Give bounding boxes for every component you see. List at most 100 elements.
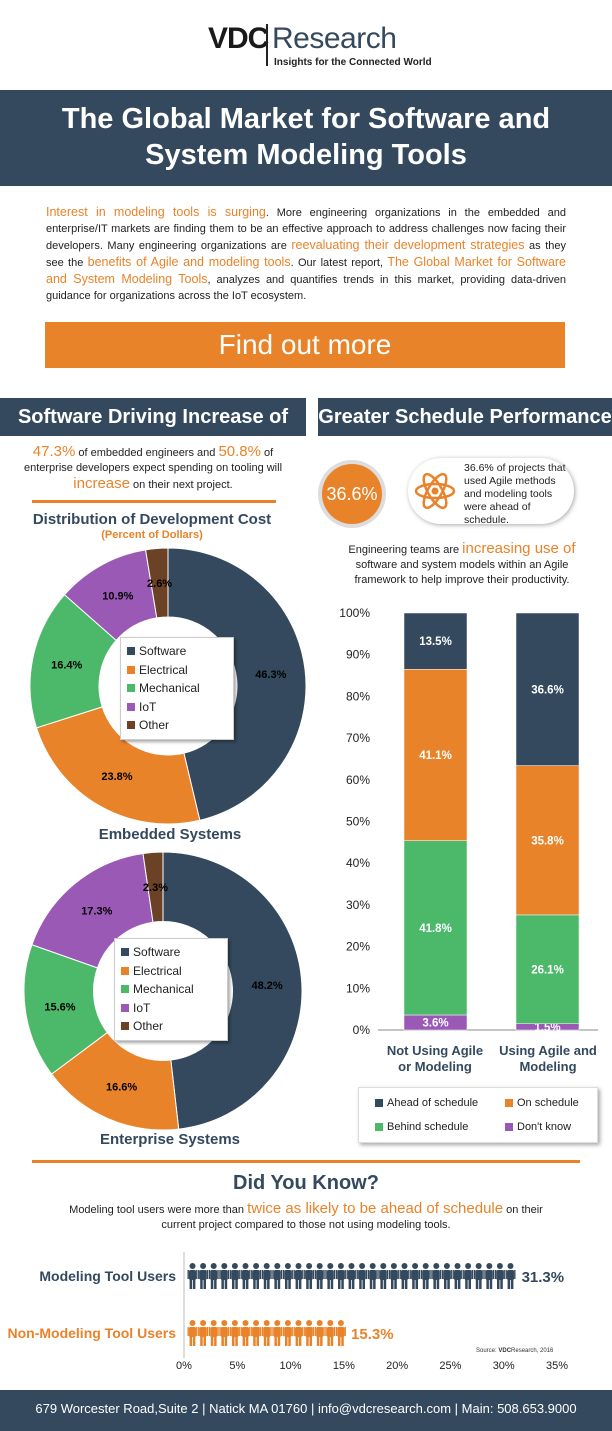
person-icon-arm [291, 1270, 293, 1279]
eng-text-2: software and system models within an Agi… [354, 559, 570, 586]
source-brand: VDC [498, 1348, 512, 1354]
y-tick-label: 100% [339, 606, 370, 620]
person-icon-head [507, 1263, 514, 1269]
person-icon-leg [422, 1279, 426, 1289]
x-tick-label: 10% [280, 1360, 302, 1372]
person-icon-leg [203, 1279, 206, 1289]
person-icon-body [475, 1270, 483, 1280]
pictogram-value-label: 31.3% [522, 1269, 565, 1286]
person-icon-body [358, 1270, 366, 1280]
person-icon-arm [441, 1270, 444, 1279]
person-icon-body [337, 1327, 345, 1337]
embedded-legend-electrical: Electrical [127, 661, 227, 680]
title-band: The Global Market for Software and Syste… [0, 90, 612, 186]
logo-tagline: Insights for the Connected World [274, 57, 432, 68]
person-icon-head [284, 1263, 291, 1269]
person-icon-arm [452, 1270, 454, 1279]
person-icon-head [369, 1263, 376, 1269]
person-icon-leg [320, 1336, 323, 1346]
bar-category-using-line1: Using Agile and [499, 1043, 597, 1058]
person-icon-leg [327, 1336, 330, 1346]
person-icon-arm [261, 1327, 264, 1336]
person-icon-arm [397, 1270, 399, 1279]
agile-stat-circle: 36.6% [322, 464, 382, 524]
embedded-donut-legend: Software Electrical Mechanical IoT Other [120, 637, 234, 740]
embedded-legend-software: Software [127, 642, 227, 661]
person-icon-body [326, 1270, 334, 1280]
person-icon-body [231, 1327, 239, 1337]
person-icon-body [189, 1270, 196, 1280]
person-icon-leg [298, 1336, 302, 1346]
person-icon-arm [196, 1327, 198, 1336]
y-tick-label: 90% [346, 648, 370, 662]
stat-enterprise-pct: 50.8% [218, 443, 261, 460]
did-you-know-title: Did You Know? [233, 1172, 379, 1194]
person-icon-body [443, 1270, 451, 1280]
person-icon-arm [505, 1270, 507, 1279]
person-icon-head [327, 1263, 334, 1269]
y-tick-label: 10% [346, 981, 370, 995]
intro-report-link[interactable]: The Global Market for Software and Syste… [46, 255, 567, 286]
embedded-slice-label-iot: 10.9% [102, 590, 133, 602]
bar-segment-ahead-of-schedule [403, 612, 468, 670]
person-icon-body [369, 1270, 377, 1280]
person-icon-leg [394, 1279, 397, 1289]
person-icon-head [359, 1263, 366, 1269]
embedded-slice-label-electrical: 23.8% [101, 771, 132, 783]
person-icon-body [284, 1327, 292, 1337]
person-icon-arm [323, 1327, 325, 1336]
embedded-chart-title: Embedded Systems [98, 826, 242, 843]
person-icon-body [273, 1327, 281, 1337]
enterprise-legend-electrical: Electrical [121, 962, 221, 981]
person-icon-leg [221, 1336, 224, 1346]
person-icon-arm [492, 1270, 495, 1279]
pictogram-value-label: 15.3% [351, 1326, 394, 1343]
person-icon-head [284, 1320, 291, 1326]
legend-label: Don't know [517, 1121, 572, 1133]
person-icon-leg [383, 1279, 387, 1289]
eng-highlight: increasing use of [462, 540, 576, 557]
person-icon-body [379, 1270, 387, 1280]
person-icon-body [390, 1270, 398, 1280]
intro-text-1: . More engineering organizations in the … [46, 207, 566, 252]
person-icon-arm [388, 1270, 391, 1279]
person-icon-leg [263, 1336, 267, 1346]
legend-label: Software [133, 945, 181, 960]
bar-segment-on-schedule [515, 765, 580, 916]
legend-label: IoT [133, 1000, 151, 1015]
bar-segment-label-behind-schedule: 26.1% [531, 964, 564, 976]
person-icon-leg [309, 1279, 312, 1289]
person-icon-arm [187, 1327, 189, 1336]
x-tick-label: 20% [386, 1360, 408, 1372]
person-icon-arm [378, 1270, 380, 1279]
person-icon-head [274, 1320, 281, 1326]
person-icon-arm [333, 1270, 336, 1279]
bar-segment-behind-schedule [515, 914, 580, 1024]
legend-swatch [375, 1123, 383, 1131]
person-icon-body [316, 1270, 324, 1280]
person-icon-arm [198, 1327, 200, 1336]
legend-label: Behind schedule [387, 1121, 469, 1133]
person-icon-arm [312, 1270, 315, 1279]
person-icon-leg [192, 1336, 196, 1346]
person-icon-arm [484, 1270, 486, 1279]
person-icon-arm [399, 1270, 401, 1279]
intro-highlight-1: Interest in modeling tools is surging [46, 205, 266, 219]
legend-swatch [121, 985, 129, 994]
x-tick-label: 25% [439, 1360, 461, 1372]
page-title-line1: The Global Market for Software and [61, 103, 551, 135]
person-icon-body [295, 1270, 302, 1280]
person-icon-leg [507, 1279, 511, 1289]
person-icon-arm [198, 1270, 200, 1279]
enterprise-slice-label-iot: 17.3% [81, 905, 112, 917]
find-out-more-button[interactable]: Find out more [45, 322, 565, 368]
stat-text-1: of embedded engineers and [75, 447, 219, 459]
person-icon-head [380, 1263, 387, 1269]
person-icon-leg [203, 1336, 206, 1346]
embedded-slice-label-other: 2.6% [147, 578, 172, 590]
dyk-text-2: on their current project compared to tho… [161, 1204, 543, 1231]
vdc-logo[interactable]: VDC Research Insights for the Connected … [208, 18, 448, 70]
person-icon-leg [200, 1279, 203, 1289]
person-icon-arm [259, 1327, 262, 1336]
person-icon-arm [280, 1270, 283, 1279]
